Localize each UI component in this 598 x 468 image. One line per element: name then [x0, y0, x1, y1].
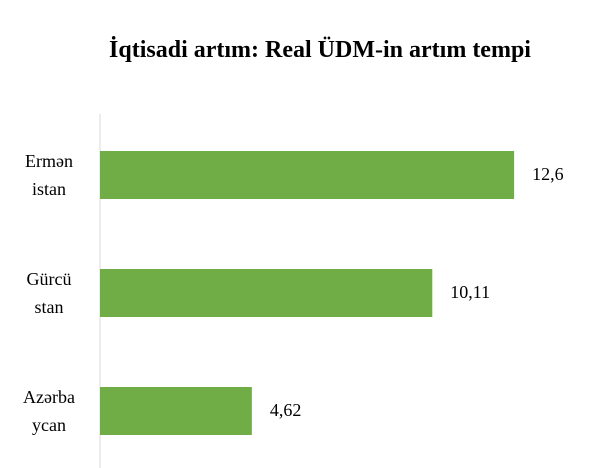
chart-title: İqtisadi artım: Real ÜDM-in artım tempi	[109, 37, 531, 63]
bar	[100, 151, 515, 199]
data-label: 10,11	[450, 282, 490, 302]
bar	[100, 269, 433, 317]
bar	[100, 387, 252, 435]
category-label: Azərba ycan	[23, 387, 75, 435]
data-label: 12,6	[532, 164, 564, 184]
category-label: Gürcü stan	[26, 269, 72, 317]
category-label: Ermən istan	[25, 151, 73, 199]
data-label: 4,62	[270, 400, 302, 420]
